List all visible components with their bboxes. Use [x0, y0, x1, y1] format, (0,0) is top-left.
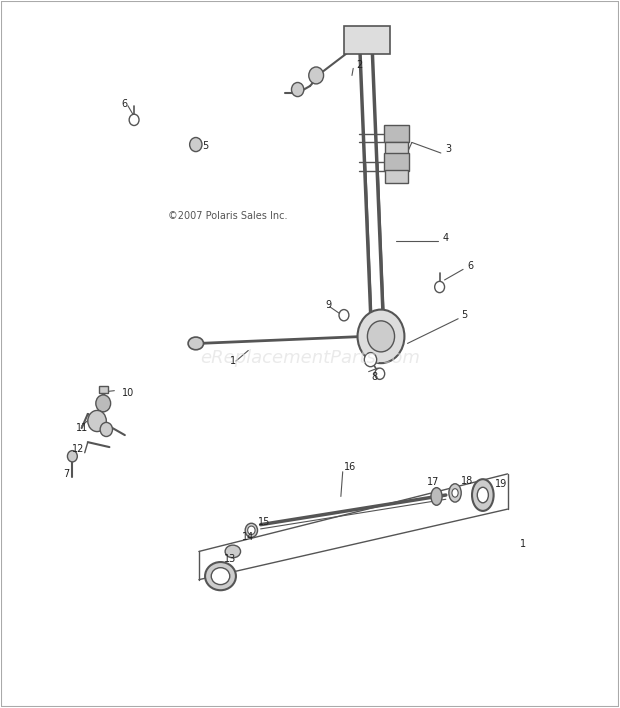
- Ellipse shape: [431, 488, 442, 506]
- Text: 10: 10: [122, 388, 134, 398]
- Circle shape: [129, 114, 139, 125]
- Text: 2: 2: [356, 60, 363, 70]
- Ellipse shape: [477, 487, 489, 503]
- Ellipse shape: [211, 568, 230, 585]
- Bar: [384, 125, 409, 142]
- Circle shape: [291, 83, 304, 96]
- Bar: [384, 153, 409, 171]
- Ellipse shape: [449, 484, 461, 502]
- Bar: [385, 142, 407, 154]
- Text: 16: 16: [344, 462, 356, 472]
- Text: ©2007 Polaris Sales Inc.: ©2007 Polaris Sales Inc.: [168, 212, 288, 222]
- Circle shape: [190, 137, 202, 152]
- Circle shape: [435, 281, 445, 292]
- Text: 18: 18: [461, 476, 474, 486]
- Ellipse shape: [188, 337, 203, 350]
- Ellipse shape: [452, 489, 458, 497]
- Circle shape: [88, 411, 106, 432]
- Text: 4: 4: [443, 233, 449, 243]
- Text: 1: 1: [230, 356, 236, 366]
- Circle shape: [339, 309, 349, 321]
- Text: 19: 19: [495, 479, 507, 489]
- Text: 6: 6: [122, 98, 128, 108]
- Circle shape: [245, 523, 257, 537]
- Circle shape: [247, 526, 255, 535]
- Text: 3: 3: [446, 144, 452, 154]
- Circle shape: [375, 368, 384, 379]
- Circle shape: [358, 309, 404, 363]
- Text: 12: 12: [73, 444, 85, 455]
- Circle shape: [100, 423, 112, 437]
- Ellipse shape: [472, 479, 494, 511]
- Ellipse shape: [360, 335, 372, 346]
- Ellipse shape: [205, 562, 236, 590]
- Text: 13: 13: [224, 554, 236, 564]
- Ellipse shape: [225, 545, 241, 558]
- Circle shape: [96, 395, 110, 412]
- Text: 5: 5: [202, 141, 208, 151]
- Polygon shape: [199, 474, 508, 608]
- Text: 11: 11: [76, 423, 87, 433]
- Text: 9: 9: [326, 299, 332, 309]
- Text: 8: 8: [372, 372, 378, 382]
- Circle shape: [68, 450, 78, 462]
- Text: 1: 1: [520, 539, 526, 549]
- Text: 5: 5: [461, 310, 467, 320]
- Text: 17: 17: [427, 477, 440, 487]
- Circle shape: [365, 353, 377, 367]
- Bar: [99, 386, 108, 393]
- Text: 15: 15: [257, 517, 270, 527]
- Text: 7: 7: [63, 469, 69, 479]
- Bar: [385, 170, 407, 183]
- Text: eReplacementParts.com: eReplacementParts.com: [200, 348, 420, 367]
- Bar: [344, 26, 390, 55]
- Text: 6: 6: [467, 261, 474, 271]
- Circle shape: [309, 67, 324, 84]
- Text: 14: 14: [242, 532, 254, 542]
- Circle shape: [368, 321, 394, 352]
